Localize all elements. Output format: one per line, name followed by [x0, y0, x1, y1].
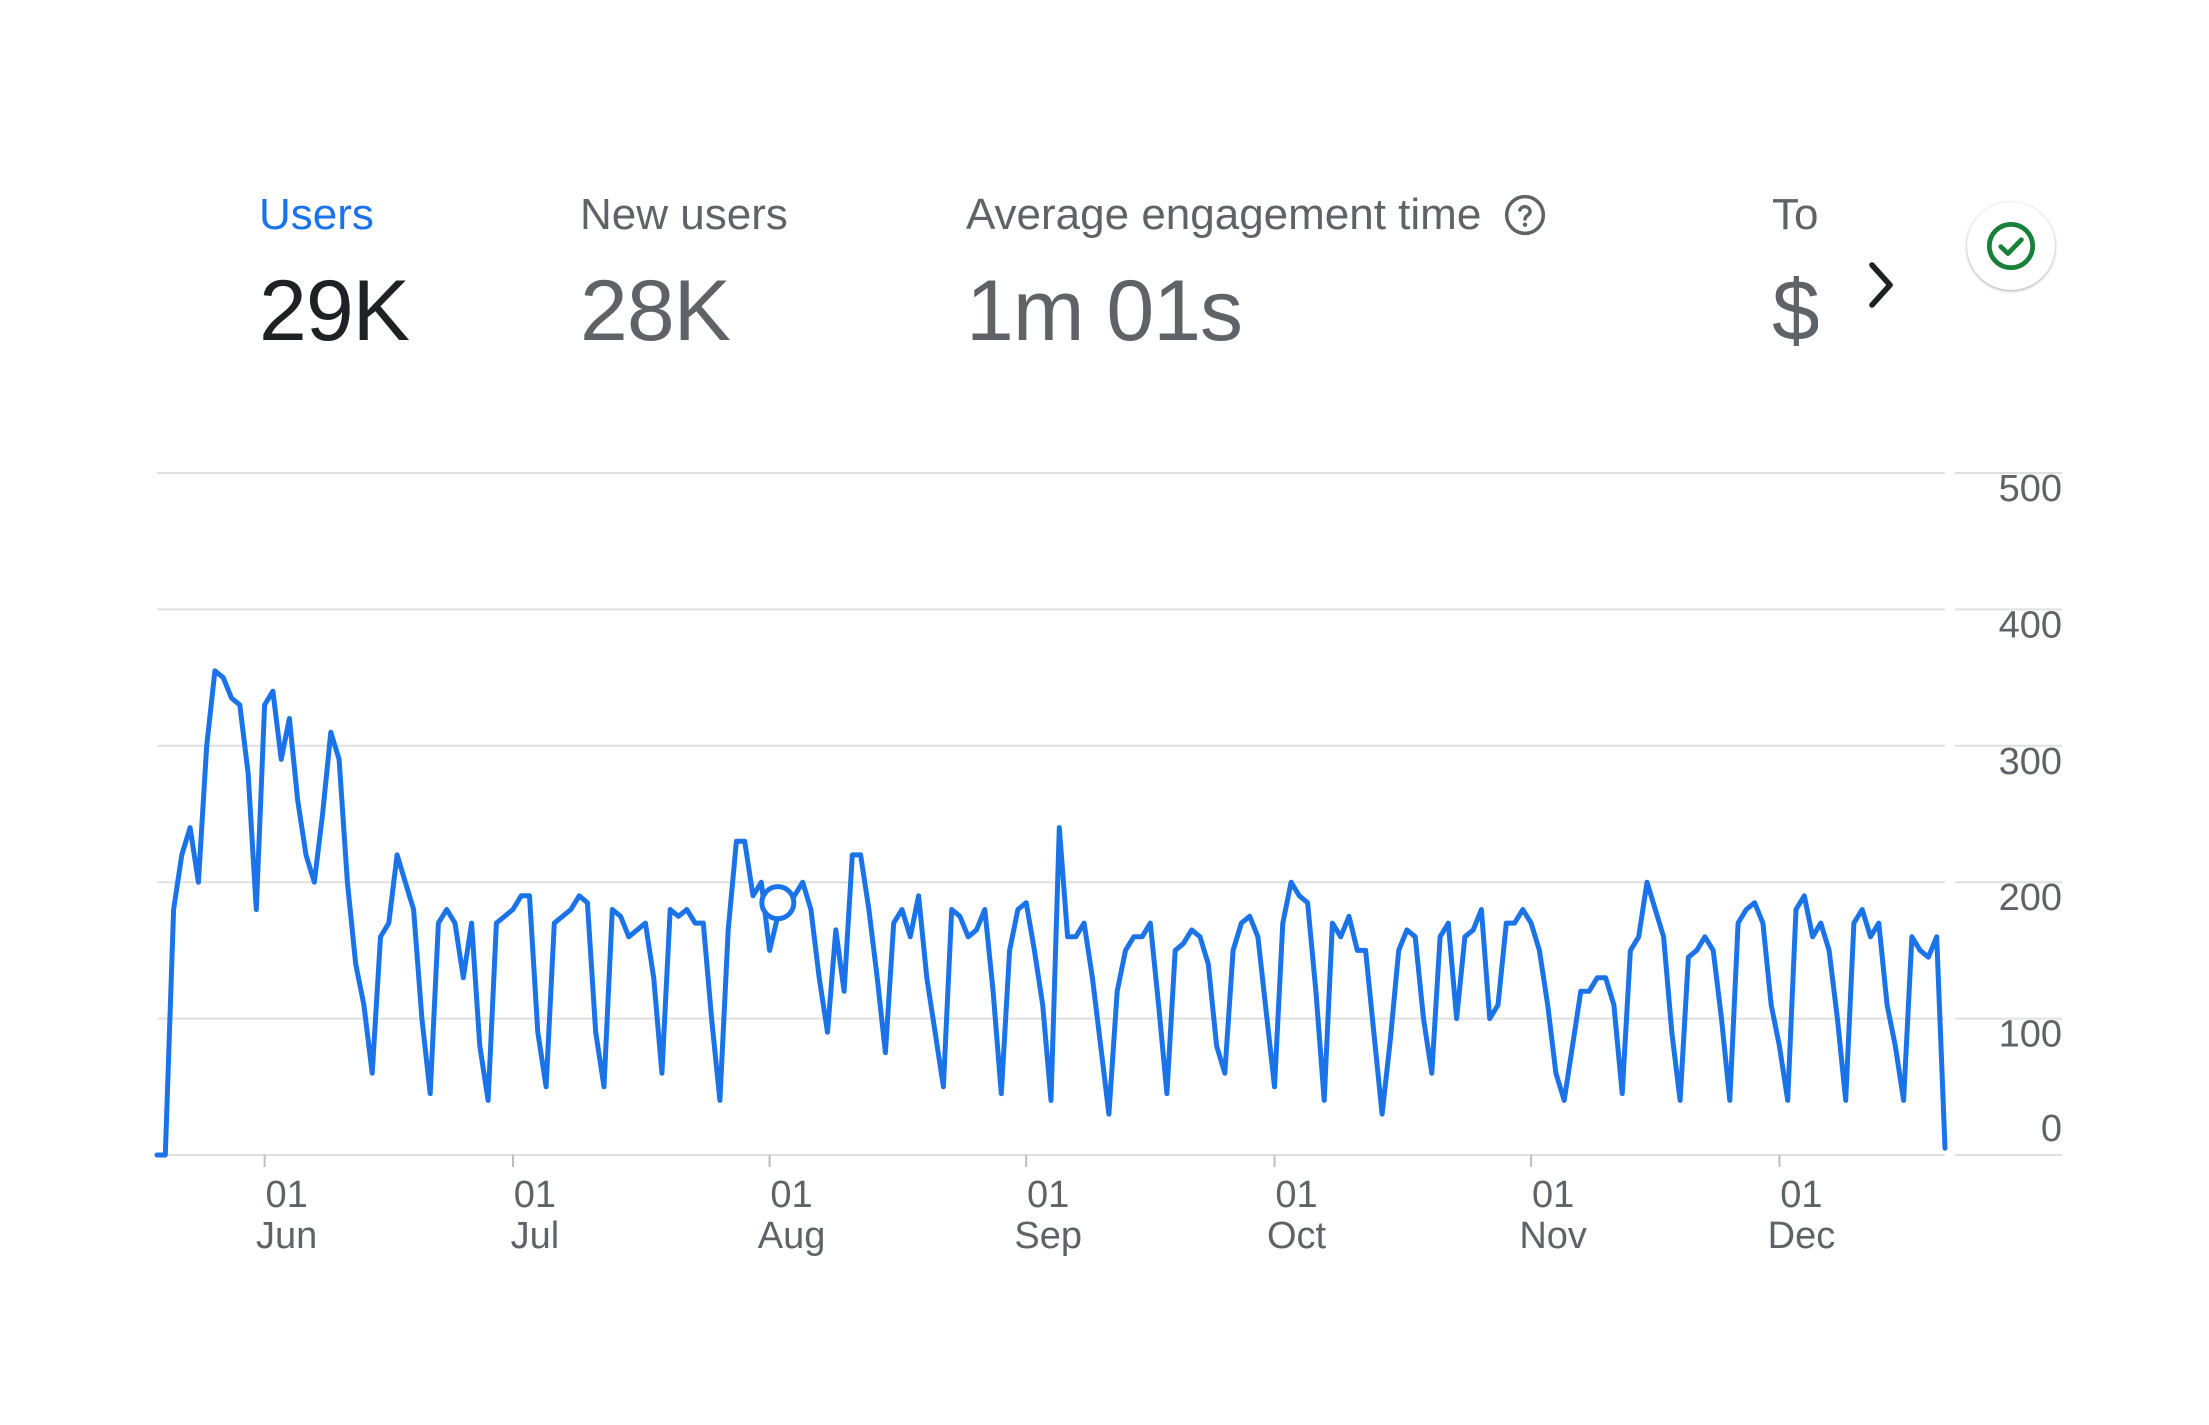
- metric-tab-truncated[interactable]: To $: [1772, 190, 1818, 361]
- x-tick-day: 01: [1275, 1174, 1317, 1216]
- metric-tab-new-users[interactable]: New users 28K: [580, 190, 788, 361]
- metric-value: 1m 01s: [966, 263, 1243, 359]
- metric-tab-users[interactable]: Users 29K: [259, 190, 410, 361]
- y-tick-label: 200: [1999, 877, 2062, 919]
- x-tick-day: 01: [1027, 1174, 1069, 1216]
- metric-label: Average engagement time: [966, 190, 1547, 240]
- x-tick-month: Oct: [1267, 1215, 1327, 1257]
- help-circle-icon[interactable]: [1503, 193, 1547, 237]
- x-tick-month: Nov: [1519, 1215, 1587, 1257]
- metric-label: New users: [580, 190, 788, 239]
- x-tick-day: 01: [265, 1174, 307, 1216]
- x-tick-month: Sep: [1014, 1215, 1082, 1257]
- x-tick-day: 01: [770, 1174, 812, 1216]
- y-tick-label: 300: [1999, 741, 2062, 783]
- hover-point-marker[interactable]: [759, 884, 797, 922]
- y-tick-label: 400: [1999, 604, 2062, 646]
- metric-value: 29K: [259, 263, 410, 359]
- x-tick-month: Jul: [511, 1215, 560, 1257]
- metric-value: 28K: [580, 263, 731, 359]
- x-tick-month: Jun: [256, 1215, 317, 1257]
- x-tick-day: 01: [1780, 1174, 1822, 1216]
- y-tick-label: 0: [2041, 1108, 2062, 1150]
- metric-label: Users: [259, 190, 374, 239]
- y-tick-label: 500: [1999, 468, 2062, 510]
- y-tick-label: 100: [1999, 1014, 2062, 1056]
- x-tick-month: Aug: [758, 1215, 826, 1257]
- check-circle-icon: [1986, 221, 2036, 271]
- x-tick-month: Dec: [1768, 1215, 1836, 1257]
- next-metrics-button[interactable]: [1850, 255, 1910, 315]
- chevron-right-icon: [1869, 262, 1893, 308]
- metric-label: To: [1772, 190, 1818, 239]
- data-status-button[interactable]: [1967, 202, 2055, 290]
- x-tick-day: 01: [514, 1174, 556, 1216]
- metric-tab-average-engagement-time[interactable]: Average engagement time 1m 01s: [966, 190, 1547, 361]
- x-tick-day: 01: [1532, 1174, 1574, 1216]
- users-series-line: [154, 668, 1948, 1158]
- metric-value: $: [1772, 263, 1818, 359]
